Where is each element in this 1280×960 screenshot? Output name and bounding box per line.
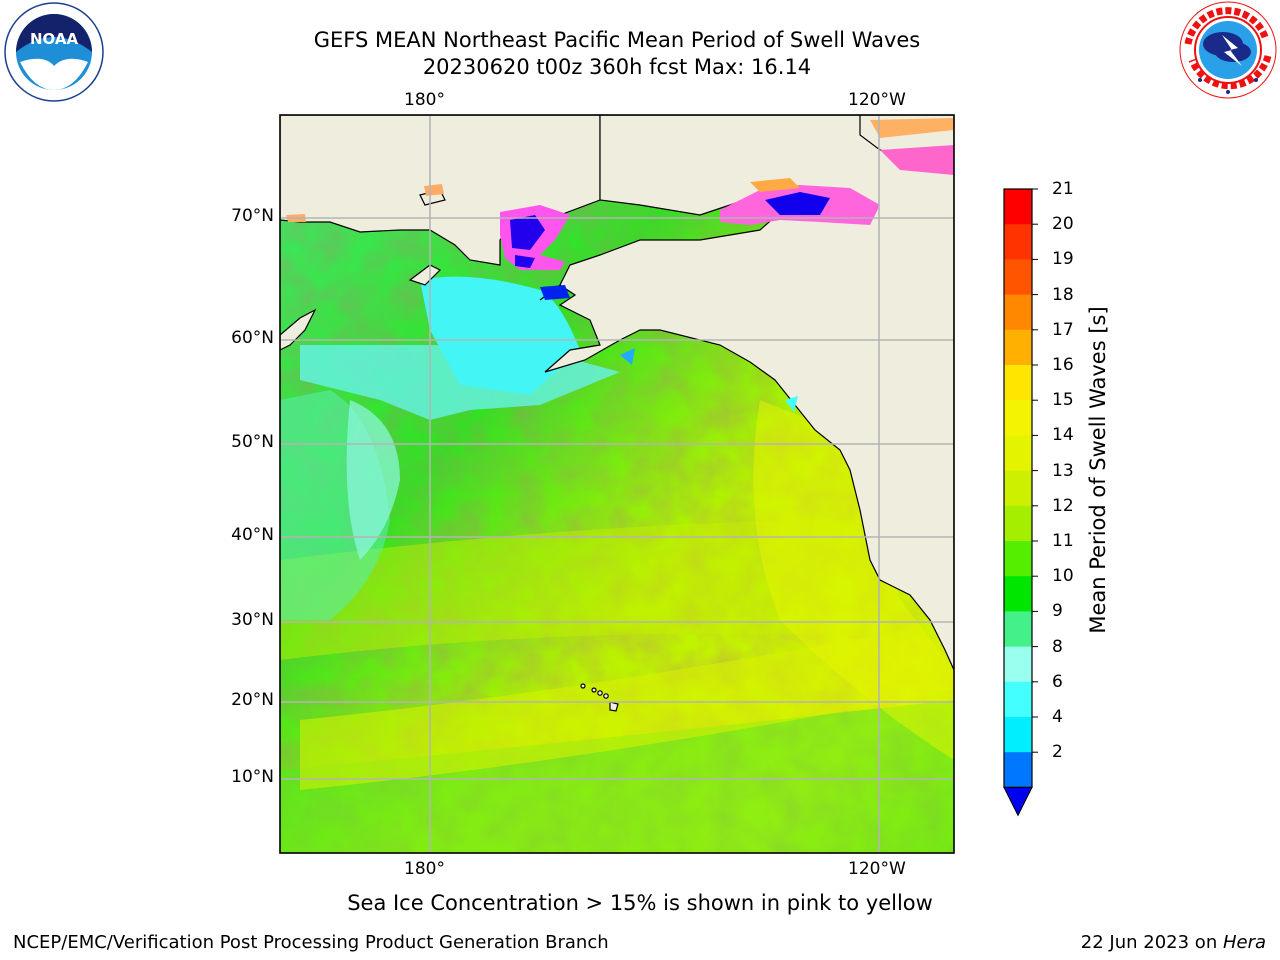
sea-ice — [286, 118, 954, 412]
colorbar-tick-label: 9 — [1052, 601, 1063, 622]
colorbar-tick-label: 2 — [1052, 742, 1063, 763]
colorbar-segment — [1004, 717, 1032, 753]
colorbar-tick-label: 6 — [1052, 671, 1063, 692]
lon-label-120w-bottom: 120°W — [848, 859, 906, 879]
lat-label-10n: 10°N — [231, 767, 274, 787]
colorbar-segment — [1004, 329, 1032, 366]
hawaii — [580, 683, 619, 712]
colorbar-segment — [1004, 541, 1032, 577]
colorbar-tick-label: 13 — [1052, 460, 1074, 481]
colorbar-tick-label: 14 — [1052, 425, 1074, 446]
colorbar-segment — [1004, 681, 1032, 718]
colorbar-tick-label: 11 — [1052, 531, 1074, 551]
colorbar-tick-label: 21 — [1052, 179, 1074, 199]
lat-label-60n: 60°N — [231, 328, 274, 348]
chart-title: GEFS MEAN Northeast Pacific Mean Period … — [313, 28, 921, 52]
map-area — [280, 115, 954, 853]
lon-label-120w-top: 120°W — [848, 90, 906, 110]
colorbar-segment — [1004, 435, 1032, 472]
colorbar-segment — [1004, 752, 1032, 788]
lon-label-180-bottom: 180° — [404, 859, 445, 879]
colorbar-extend-arrow — [1003, 786, 1033, 817]
noaa-logo-text: NOAA — [30, 30, 79, 48]
colorbar-tick-label: 19 — [1052, 249, 1074, 270]
map-frame — [279, 114, 955, 854]
colorbar-segment — [1004, 470, 1032, 507]
colorbar-tick-label: 10 — [1052, 566, 1074, 587]
colorbar-segment — [1004, 505, 1032, 542]
lon-label-180-top: 180° — [404, 90, 445, 110]
lat-label-20n: 20°N — [231, 690, 274, 710]
colorbar-segment — [1004, 365, 1032, 401]
colorbar-segment — [1004, 294, 1032, 331]
lat-label-70n: 70°N — [231, 206, 274, 226]
colorbar — [1003, 188, 1038, 817]
footer-credit: NCEP/EMC/Verification Post Processing Pr… — [13, 932, 609, 953]
lat-label-40n: 40°N — [231, 525, 274, 545]
colorbar-tick-label: 8 — [1052, 636, 1063, 657]
colorbar-tick-label: 17 — [1052, 319, 1074, 340]
colorbar-tick-label: 4 — [1052, 707, 1063, 727]
sea-ice-note: Sea Ice Concentration > 15% is shown in … — [347, 891, 933, 915]
noaa-logo-icon: NOAA — [4, 2, 104, 102]
colorbar-tick-label: 20 — [1052, 214, 1074, 235]
chart-subtitle: 20230620 t00z 360h fcst Max: 16.14 — [422, 55, 812, 79]
footer-host: Hera — [1222, 932, 1266, 953]
graticule — [280, 115, 954, 853]
lat-label-30n: 30°N — [231, 610, 274, 630]
lat-label-50n: 50°N — [231, 432, 274, 452]
colorbar-segment — [1004, 189, 1032, 225]
colorbar-tick-label: 15 — [1052, 390, 1074, 411]
colorbar-segment — [1004, 400, 1032, 436]
colorbar-segment — [1004, 611, 1032, 648]
nws-logo-icon — [1179, 1, 1277, 99]
colorbar-tick-label: 12 — [1052, 495, 1074, 516]
footer-date: 22 Jun 2023 on Hera — [1080, 932, 1266, 953]
colorbar-segment — [1004, 576, 1032, 612]
colorbar-segment — [1004, 259, 1032, 296]
colorbar-segment — [1004, 224, 1032, 260]
colorbar-tick-label: 16 — [1052, 355, 1074, 375]
colorbar-frame — [1003, 188, 1033, 789]
colorbar-segment — [1004, 646, 1032, 683]
colorbar-tick-label: 18 — [1052, 284, 1074, 305]
